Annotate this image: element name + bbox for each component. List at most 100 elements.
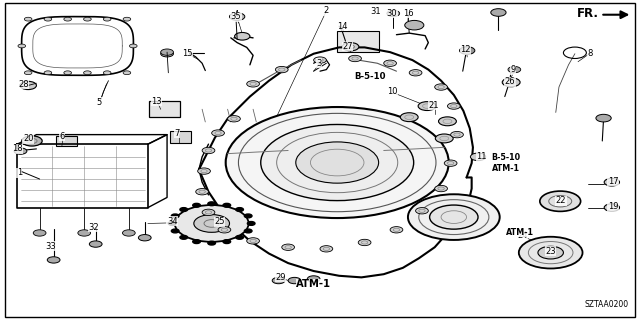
Circle shape: [390, 227, 403, 233]
Text: 13: 13: [151, 97, 161, 106]
Circle shape: [246, 81, 259, 87]
Text: B-5-10: B-5-10: [354, 72, 385, 81]
Circle shape: [408, 194, 500, 240]
Circle shape: [400, 113, 418, 122]
Circle shape: [78, 230, 91, 236]
Circle shape: [64, 71, 72, 75]
Text: 29: 29: [275, 273, 285, 282]
Text: 19: 19: [608, 203, 618, 212]
Circle shape: [349, 55, 362, 62]
Text: SZTAA0200: SZTAA0200: [585, 300, 629, 309]
Circle shape: [502, 78, 520, 87]
Circle shape: [435, 185, 447, 192]
Circle shape: [418, 102, 436, 110]
Text: 34: 34: [167, 217, 177, 226]
Circle shape: [288, 277, 301, 284]
Circle shape: [538, 246, 563, 259]
Text: 16: 16: [403, 9, 413, 18]
Circle shape: [282, 244, 294, 251]
Circle shape: [447, 103, 460, 109]
Text: 28: 28: [19, 80, 29, 89]
Text: 35: 35: [230, 12, 241, 21]
Text: 11: 11: [476, 152, 486, 161]
Text: 32: 32: [88, 223, 99, 232]
Text: ATM-1: ATM-1: [506, 228, 534, 237]
Circle shape: [196, 188, 209, 195]
Circle shape: [596, 114, 611, 122]
Text: 1: 1: [17, 168, 22, 177]
Text: 4: 4: [233, 10, 239, 19]
Circle shape: [212, 130, 225, 136]
Circle shape: [387, 10, 399, 17]
Text: 31: 31: [371, 7, 381, 16]
Circle shape: [44, 17, 52, 21]
Circle shape: [161, 51, 173, 57]
Circle shape: [180, 236, 188, 239]
Circle shape: [320, 246, 333, 252]
Circle shape: [44, 71, 52, 75]
Circle shape: [260, 124, 413, 201]
Text: 3: 3: [316, 59, 321, 68]
FancyBboxPatch shape: [170, 131, 191, 143]
Circle shape: [175, 205, 248, 242]
Circle shape: [84, 17, 92, 21]
Circle shape: [161, 49, 173, 55]
Text: B-5-10: B-5-10: [491, 153, 520, 162]
Circle shape: [508, 67, 521, 73]
Circle shape: [18, 44, 26, 48]
Circle shape: [103, 17, 111, 21]
Circle shape: [33, 230, 46, 236]
Text: 14: 14: [337, 22, 348, 31]
Circle shape: [172, 229, 179, 233]
FancyBboxPatch shape: [56, 136, 77, 146]
Circle shape: [470, 153, 486, 161]
Text: ATM-1: ATM-1: [296, 279, 332, 289]
Text: 9: 9: [511, 65, 516, 74]
Circle shape: [296, 142, 379, 183]
Circle shape: [223, 204, 230, 207]
Circle shape: [429, 205, 478, 229]
Circle shape: [64, 17, 72, 21]
Circle shape: [491, 9, 506, 16]
Circle shape: [22, 136, 42, 146]
Circle shape: [236, 208, 243, 212]
Circle shape: [415, 208, 428, 214]
Circle shape: [460, 47, 475, 54]
Circle shape: [435, 84, 447, 90]
Circle shape: [342, 43, 359, 51]
Circle shape: [208, 202, 216, 206]
Circle shape: [409, 69, 422, 76]
Circle shape: [168, 221, 176, 225]
Circle shape: [444, 160, 457, 166]
Text: 10: 10: [387, 87, 397, 96]
Circle shape: [129, 44, 137, 48]
Circle shape: [24, 17, 32, 21]
Circle shape: [208, 241, 216, 245]
Text: FR.: FR.: [577, 7, 599, 20]
Text: 26: 26: [504, 77, 515, 86]
Text: 27: 27: [342, 42, 353, 51]
Circle shape: [272, 277, 285, 284]
Text: 30: 30: [387, 9, 397, 18]
Text: ATM-1: ATM-1: [492, 164, 520, 173]
Circle shape: [244, 214, 252, 218]
Text: 21: 21: [428, 101, 438, 110]
Circle shape: [244, 229, 252, 233]
Text: 24: 24: [517, 231, 528, 240]
Circle shape: [540, 191, 580, 212]
Text: 5: 5: [96, 98, 102, 107]
Circle shape: [193, 240, 200, 244]
Circle shape: [519, 237, 582, 268]
Text: 22: 22: [556, 196, 566, 205]
Circle shape: [246, 238, 259, 244]
Circle shape: [202, 209, 215, 215]
Text: 20: 20: [23, 134, 33, 143]
Circle shape: [247, 221, 255, 225]
Circle shape: [20, 81, 36, 90]
Circle shape: [307, 276, 320, 282]
Text: 12: 12: [460, 45, 470, 54]
Circle shape: [198, 168, 211, 174]
Circle shape: [180, 208, 188, 212]
Circle shape: [236, 236, 243, 239]
Circle shape: [123, 71, 131, 75]
